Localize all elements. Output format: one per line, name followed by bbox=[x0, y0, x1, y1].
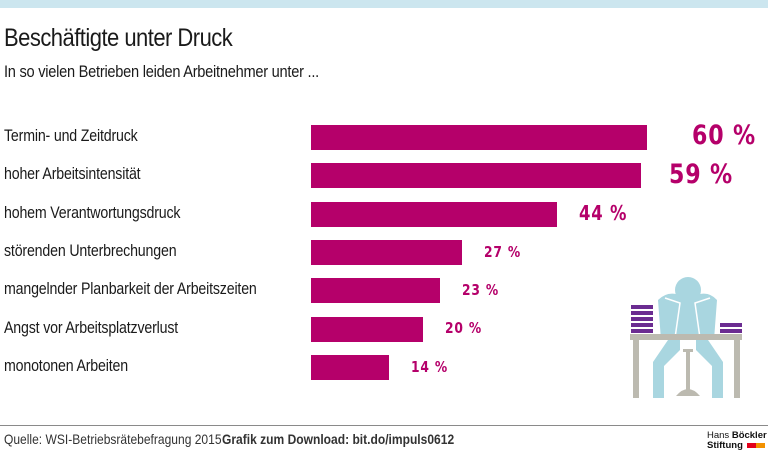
person-right-leg bbox=[696, 340, 723, 398]
value-label: 59 % bbox=[669, 158, 734, 190]
desk-top bbox=[630, 334, 742, 340]
category-label: Angst vor Arbeitsplatzverlust bbox=[4, 318, 179, 337]
value-label: 14 % bbox=[411, 357, 449, 376]
bar bbox=[311, 316, 423, 342]
category-label: monotonen Arbeiten bbox=[4, 356, 128, 375]
download-link[interactable]: Grafik zum Download: bit.do/impuls0612 bbox=[222, 431, 455, 447]
value-label: 20 % bbox=[445, 319, 483, 338]
paper-stack-left-sheet bbox=[631, 311, 653, 315]
category-label: hoher Arbeitsintensität bbox=[4, 165, 141, 184]
top-band bbox=[0, 0, 768, 8]
category-label: störenden Unterbrechungen bbox=[4, 241, 177, 260]
paper-stack-left-sheet bbox=[631, 323, 653, 327]
desk-right-leg bbox=[734, 340, 740, 398]
logo-text-hans: Hans bbox=[707, 430, 732, 441]
value-label: 27 % bbox=[484, 242, 522, 261]
bar bbox=[311, 201, 558, 227]
category-label: Termin- und Zeitdruck bbox=[4, 127, 138, 145]
desk-left-leg bbox=[633, 340, 639, 398]
source-note: Quelle: WSI-Betriebsrätebefragung 2015 bbox=[4, 431, 222, 447]
value-label: 44 % bbox=[579, 201, 628, 226]
logo-stripe-red bbox=[746, 442, 756, 448]
value-label: 23 % bbox=[461, 280, 499, 299]
category-label: hohem Verantwortungsdruck bbox=[4, 203, 181, 222]
category-label: mangelnder Planbarkeit der Arbeitszeiten bbox=[4, 280, 257, 299]
paper-stack-left-sheet bbox=[631, 305, 653, 309]
person-left-leg bbox=[653, 340, 680, 398]
paper-stack-left-sheet bbox=[631, 317, 653, 321]
bar bbox=[311, 163, 642, 189]
bar bbox=[311, 354, 390, 380]
paper-stack-right-sheet bbox=[720, 329, 742, 333]
logo-text-stiftung: Stiftung bbox=[707, 440, 743, 451]
logo-stripe-orange bbox=[755, 442, 765, 448]
value-label: 60 % bbox=[692, 120, 756, 152]
paper-stack-right-sheet bbox=[720, 323, 742, 327]
paper-stack-left-sheet bbox=[631, 329, 653, 333]
logo-text-boeckler: Böckler bbox=[731, 430, 767, 441]
person-torso bbox=[658, 293, 717, 340]
stressed-worker-at-desk-icon bbox=[630, 277, 742, 398]
stool-base bbox=[676, 389, 700, 396]
hans-boeckler-logo: Hans Böckler Stiftung bbox=[707, 431, 767, 451]
chart-subtitle: In so vielen Betrieben leiden Arbeitnehm… bbox=[4, 62, 319, 81]
bar bbox=[311, 125, 647, 150]
person-head bbox=[675, 277, 701, 303]
chart-title: Beschäftigte unter Druck bbox=[4, 24, 233, 52]
stool-post bbox=[686, 350, 690, 390]
person-right-arm bbox=[694, 297, 711, 339]
person-left-arm bbox=[664, 297, 681, 339]
footer-separator bbox=[0, 425, 768, 426]
bar bbox=[311, 278, 440, 304]
bar bbox=[311, 239, 463, 265]
